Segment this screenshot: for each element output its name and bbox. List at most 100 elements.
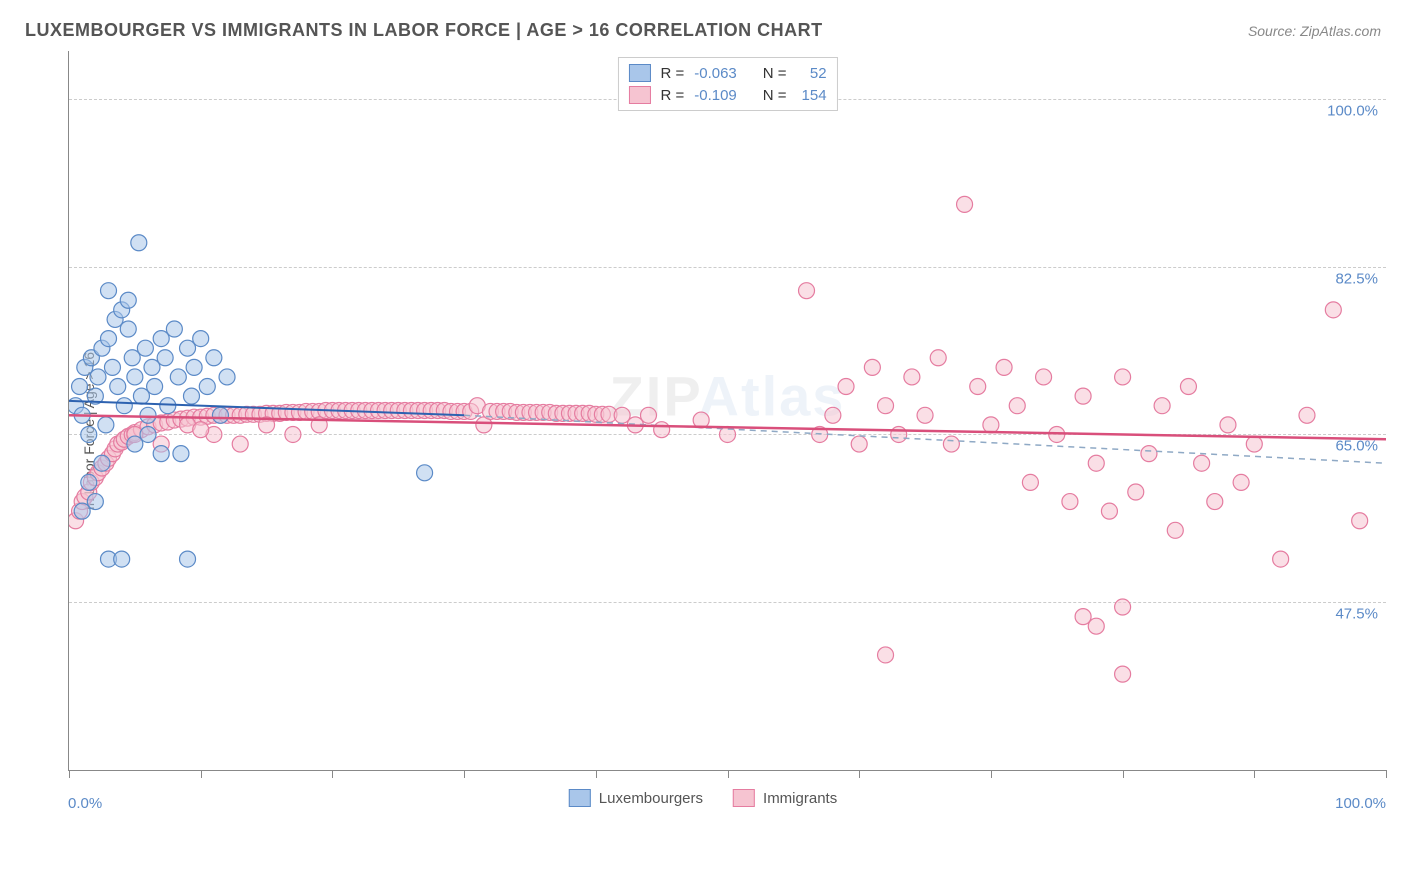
scatter-point: [1352, 513, 1368, 529]
scatter-point: [98, 417, 114, 433]
scatter-point: [1062, 494, 1078, 510]
legend-series-label-1: Immigrants: [763, 790, 837, 807]
scatter-point: [957, 196, 973, 212]
scatter-point: [173, 446, 189, 462]
scatter-point: [640, 407, 656, 423]
scatter-point: [87, 494, 103, 510]
scatter-point: [1115, 599, 1131, 615]
scatter-point: [180, 551, 196, 567]
scatter-point: [199, 379, 215, 395]
scatter-point: [983, 417, 999, 433]
scatter-point: [878, 647, 894, 663]
legend-series-swatch-1: [733, 789, 755, 807]
n-value-0: 52: [797, 65, 827, 82]
scatter-point: [851, 436, 867, 452]
x-tick: [859, 770, 860, 778]
scatter-point: [232, 436, 248, 452]
n-value-1: 154: [797, 87, 827, 104]
scatter-point: [1246, 436, 1262, 452]
scatter-point: [1299, 407, 1315, 423]
legend-stats-row-0: R = -0.063 N = 52: [628, 62, 826, 84]
scatter-point: [825, 407, 841, 423]
scatter-point: [104, 359, 120, 375]
scatter-point: [206, 350, 222, 366]
r-value-0: -0.063: [694, 65, 737, 82]
scatter-point: [904, 369, 920, 385]
scatter-point: [110, 379, 126, 395]
scatter-point: [1009, 398, 1025, 414]
r-label-0: R =: [660, 65, 684, 82]
scatter-point: [864, 359, 880, 375]
scatter-point: [186, 359, 202, 375]
legend-stats-row-1: R = -0.109 N = 154: [628, 84, 826, 106]
scatter-point: [170, 369, 186, 385]
r-value-1: -0.109: [694, 87, 737, 104]
scatter-point: [1167, 522, 1183, 538]
chart-header: LUXEMBOURGER VS IMMIGRANTS IN LABOR FORC…: [20, 20, 1386, 51]
scatter-point: [166, 321, 182, 337]
scatter-point: [147, 379, 163, 395]
legend-series-swatch-0: [569, 789, 591, 807]
scatter-point: [116, 398, 132, 414]
scatter-point: [137, 340, 153, 356]
x-tick: [464, 770, 465, 778]
x-tick: [596, 770, 597, 778]
x-tick: [728, 770, 729, 778]
scatter-point: [996, 359, 1012, 375]
plot-area: In Labor Force | Age > 16 ZIPAtlas R = -…: [20, 51, 1386, 811]
legend-series-item-0: Luxembourgers: [569, 789, 703, 807]
scatter-point: [193, 331, 209, 347]
scatter-point: [81, 474, 97, 490]
scatter-point: [81, 426, 97, 442]
scatter-svg: [69, 51, 1386, 770]
scatter-point: [917, 407, 933, 423]
scatter-point: [1207, 494, 1223, 510]
scatter-point: [72, 379, 88, 395]
r-label-1: R =: [660, 87, 684, 104]
correlation-chart: LUXEMBOURGER VS IMMIGRANTS IN LABOR FORC…: [20, 20, 1386, 872]
n-label-0: N =: [763, 65, 787, 82]
scatter-point: [1115, 666, 1131, 682]
scatter-point: [140, 407, 156, 423]
scatter-point: [970, 379, 986, 395]
legend-series-item-1: Immigrants: [733, 789, 837, 807]
legend-series: Luxembourgers Immigrants: [569, 789, 837, 807]
scatter-point: [1180, 379, 1196, 395]
chart-title: LUXEMBOURGER VS IMMIGRANTS IN LABOR FORC…: [25, 20, 823, 41]
scatter-point: [193, 422, 209, 438]
x-tick: [69, 770, 70, 778]
scatter-point: [140, 426, 156, 442]
scatter-point: [654, 422, 670, 438]
legend-stats: R = -0.063 N = 52 R = -0.109 N = 154: [617, 57, 837, 111]
scatter-point: [1075, 388, 1091, 404]
scatter-point: [212, 407, 228, 423]
scatter-point: [930, 350, 946, 366]
scatter-point: [183, 388, 199, 404]
scatter-point: [153, 446, 169, 462]
legend-series-label-0: Luxembourgers: [599, 790, 703, 807]
scatter-point: [1115, 369, 1131, 385]
scatter-point: [285, 426, 301, 442]
x-min-label: 0.0%: [68, 795, 102, 812]
scatter-point: [1273, 551, 1289, 567]
scatter-point: [127, 369, 143, 385]
scatter-point: [120, 321, 136, 337]
scatter-point: [120, 292, 136, 308]
scatter-point: [1194, 455, 1210, 471]
scatter-point: [838, 379, 854, 395]
x-tick: [201, 770, 202, 778]
scatter-point: [94, 455, 110, 471]
scatter-point: [101, 331, 117, 347]
scatter-point: [1220, 417, 1236, 433]
x-tick: [332, 770, 333, 778]
x-tick: [991, 770, 992, 778]
scatter-point: [1022, 474, 1038, 490]
scatter-point: [1088, 618, 1104, 634]
scatter-point: [878, 398, 894, 414]
scatter-point: [101, 283, 117, 299]
scatter-point: [90, 369, 106, 385]
scatter-point: [799, 283, 815, 299]
scatter-point: [1233, 474, 1249, 490]
scatter-point: [1154, 398, 1170, 414]
scatter-point: [1141, 446, 1157, 462]
